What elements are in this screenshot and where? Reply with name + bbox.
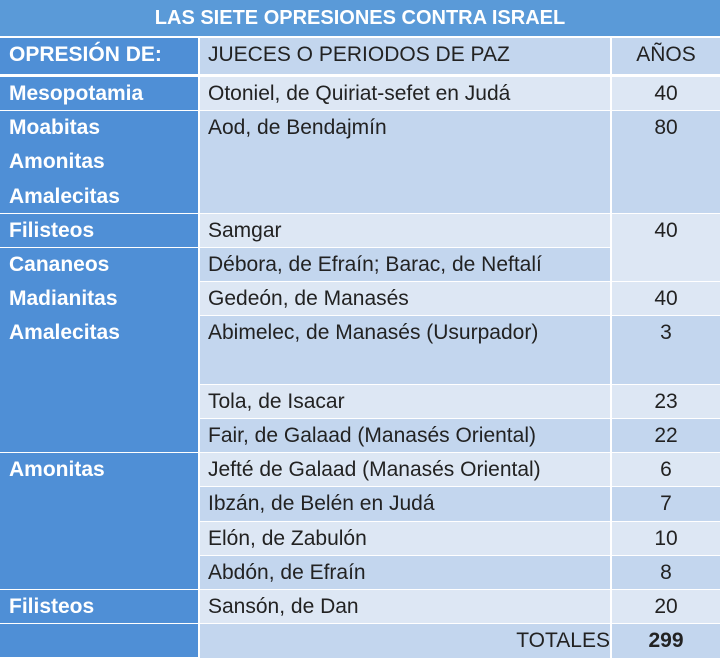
judge-years: 8 <box>612 555 720 589</box>
oppression-name: Amonitas <box>9 150 105 174</box>
judge-name: Abimelec, de Manasés (Usurpador) <box>200 316 610 384</box>
oppression-name: Filisteos <box>9 218 95 242</box>
oppression-cell <box>0 624 198 658</box>
judge-name: Abdón, de Efraín <box>200 555 610 589</box>
judge-name: Gedeón, de Manasés <box>200 282 610 316</box>
table-title: LAS SIETE OPRESIONES CONTRA ISRAEL <box>0 0 720 36</box>
oppression-name: Amalecitas <box>9 184 120 208</box>
judge-name: Elón, de Zabulón <box>200 521 610 555</box>
oppression-cell <box>0 453 198 589</box>
oppression-name: Cananeos <box>9 253 110 276</box>
judge-name: Fair, de Galaad (Manasés Oriental) <box>200 419 610 453</box>
judge-years: 10 <box>612 521 720 555</box>
judge-years: 80 <box>612 111 720 213</box>
oppression-name: Amonitas <box>9 458 105 482</box>
judge-name: Débora, de Efraín; Barac, de Neftalí <box>200 248 610 282</box>
oppression-cell <box>0 77 198 111</box>
judge-name: Ibzán, de Belén en Judá <box>200 487 610 521</box>
judge-years: 6 <box>612 453 720 487</box>
totals-label: TOTALES <box>200 624 610 658</box>
judge-name: Otoniel, de Quiriat-sefet en Judá <box>200 77 610 111</box>
oppression-cell <box>0 590 198 624</box>
oppression-cell <box>0 248 198 453</box>
judge-name: Aod, de Bendajmín <box>200 111 610 213</box>
judge-years: 40 <box>612 282 720 316</box>
judge-years: 40 <box>612 213 720 247</box>
judge-name: Samgar <box>200 213 610 247</box>
header-cell: JUECES O PERIODOS DE PAZ <box>200 38 610 74</box>
totals-years: 299 <box>612 624 720 658</box>
judge-years: 23 <box>612 384 720 418</box>
oppression-name: Moabitas <box>9 116 101 140</box>
oppression-name: Amalecitas <box>9 321 120 345</box>
oppression-name: Filisteos <box>9 595 95 618</box>
judge-name: Sansón, de Dan <box>200 590 610 624</box>
judge-years: 40 <box>612 77 720 111</box>
header-cell: OPRESIÓN DE: <box>0 38 198 74</box>
judge-years: 22 <box>612 419 720 453</box>
oppression-name: Madianitas <box>9 287 118 311</box>
oppression-name: Mesopotamia <box>9 82 144 105</box>
judge-years: 3 <box>612 316 720 384</box>
oppression-cell <box>0 111 198 213</box>
header-cell: AÑOS <box>612 38 720 74</box>
judge-name: Tola, de Isacar <box>200 384 610 418</box>
judge-name: Jefté de Galaad (Manasés Oriental) <box>200 453 610 487</box>
judge-years <box>612 246 720 282</box>
judge-years: 20 <box>612 590 720 624</box>
oppression-cell <box>0 213 198 247</box>
judge-years: 7 <box>612 487 720 521</box>
